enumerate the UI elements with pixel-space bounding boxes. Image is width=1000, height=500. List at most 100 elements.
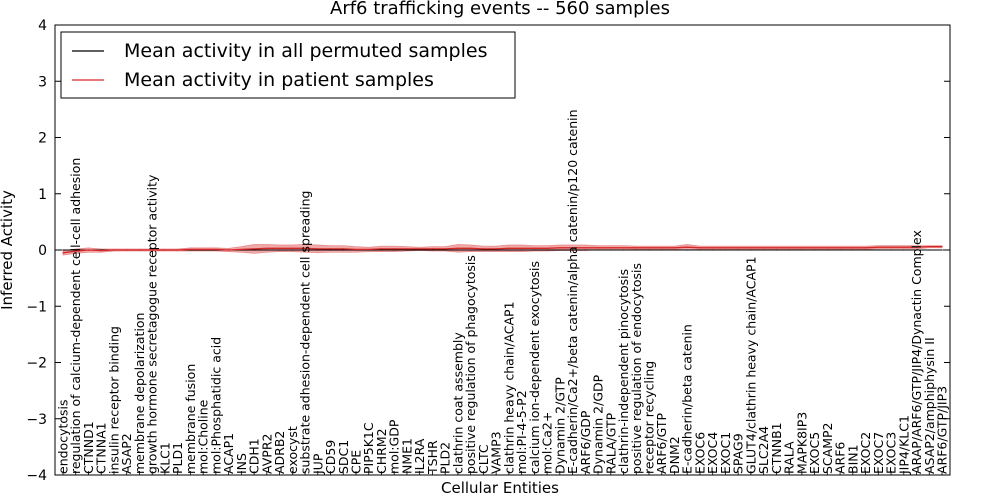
- data-point: [457, 249, 458, 250]
- data-point: [534, 249, 535, 250]
- data-point: [228, 249, 229, 250]
- data-point: [546, 249, 547, 250]
- data-point: [546, 248, 547, 249]
- x-tick-label: positive regulation of phagocytosis: [463, 255, 478, 474]
- data-point: [432, 248, 433, 249]
- data-point: [623, 247, 624, 248]
- data-point: [445, 248, 446, 249]
- data-point: [929, 246, 930, 247]
- x-tick-label: growth hormone secretagogue receptor act…: [145, 174, 160, 474]
- data-point: [687, 249, 688, 250]
- data-point: [266, 248, 267, 249]
- data-point: [852, 247, 853, 248]
- data-point: [330, 248, 331, 249]
- data-point: [763, 249, 764, 250]
- data-point: [317, 249, 318, 250]
- data-point: [406, 248, 407, 249]
- data-point: [508, 249, 509, 250]
- data-point: [865, 249, 866, 250]
- data-point: [101, 250, 102, 251]
- data-point: [661, 249, 662, 250]
- data-point: [559, 249, 560, 250]
- data-point: [941, 249, 942, 250]
- y-axis-title: Inferred Activity: [0, 190, 16, 310]
- data-point: [62, 252, 63, 253]
- data-point: [496, 249, 497, 250]
- data-point: [903, 247, 904, 248]
- data-point: [483, 249, 484, 250]
- data-point: [113, 249, 114, 250]
- data-point: [279, 248, 280, 249]
- data-point: [763, 247, 764, 248]
- data-point: [725, 249, 726, 250]
- y-tick-label: 4: [38, 18, 47, 34]
- data-point: [483, 248, 484, 249]
- y-tick-label: 2: [38, 131, 47, 147]
- data-point: [623, 249, 624, 250]
- data-point: [292, 249, 293, 250]
- data-point: [419, 249, 420, 250]
- data-point: [839, 249, 840, 250]
- data-point: [215, 249, 216, 250]
- data-point: [814, 247, 815, 248]
- data-point: [610, 249, 611, 250]
- data-point: [738, 249, 739, 250]
- data-point: [801, 247, 802, 248]
- data-point: [508, 248, 509, 249]
- chart-title: Arf6 trafficking events -- 560 samples: [330, 0, 670, 19]
- data-point: [266, 249, 267, 250]
- data-point: [355, 249, 356, 250]
- data-point: [597, 249, 598, 250]
- x-axis-title: Cellular Entities: [441, 479, 559, 497]
- data-point: [521, 249, 522, 250]
- data-point: [419, 248, 420, 249]
- y-tick-label: −1: [26, 299, 47, 315]
- data-point: [203, 249, 204, 250]
- data-point: [750, 247, 751, 248]
- data-point: [559, 247, 560, 248]
- data-point: [496, 248, 497, 249]
- data-point: [878, 247, 879, 248]
- y-tick-label: 0: [38, 243, 47, 259]
- chart: Arf6 trafficking events -- 560 samples −…: [0, 0, 1000, 500]
- data-point: [789, 247, 790, 248]
- y-tick-label: 1: [38, 187, 47, 203]
- data-point: [610, 247, 611, 248]
- data-point: [253, 248, 254, 249]
- data-point: [827, 249, 828, 250]
- data-point: [330, 249, 331, 250]
- data-point: [343, 249, 344, 250]
- data-point: [457, 248, 458, 249]
- data-point: [712, 247, 713, 248]
- y-tick-label: 3: [38, 74, 47, 90]
- data-point: [776, 249, 777, 250]
- data-point: [648, 247, 649, 248]
- data-point: [406, 249, 407, 250]
- data-point: [62, 249, 63, 250]
- data-point: [890, 249, 891, 250]
- data-point: [839, 247, 840, 248]
- data-point: [394, 249, 395, 250]
- data-point: [241, 249, 242, 250]
- data-point: [661, 247, 662, 248]
- data-point: [929, 249, 930, 250]
- data-point: [636, 247, 637, 248]
- data-point: [521, 248, 522, 249]
- data-point: [699, 249, 700, 250]
- data-point: [674, 249, 675, 250]
- data-point: [903, 249, 904, 250]
- data-point: [827, 247, 828, 248]
- data-point: [139, 249, 140, 250]
- data-point: [317, 248, 318, 249]
- data-point: [789, 249, 790, 250]
- data-point: [190, 249, 191, 250]
- legend-label-permuted: Mean activity in all permuted samples: [124, 40, 487, 62]
- data-point: [381, 249, 382, 250]
- legend: Mean activity in all permuted samples Me…: [61, 32, 515, 98]
- y-tick-label: −2: [26, 356, 47, 372]
- data-point: [648, 249, 649, 250]
- x-tick-label: substrate adhesion-dependent cell spread…: [298, 191, 313, 474]
- data-point: [164, 249, 165, 250]
- data-point: [636, 249, 637, 250]
- data-point: [814, 249, 815, 250]
